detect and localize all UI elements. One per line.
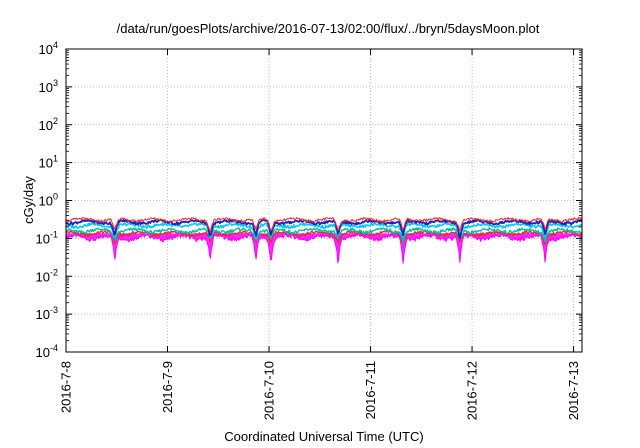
series-line bbox=[65, 233, 583, 264]
y-tick-label: 10-1 bbox=[36, 229, 58, 246]
series-line bbox=[66, 227, 583, 244]
x-tick-label: 2016-7-10 bbox=[262, 361, 277, 420]
y-tick-label: 101 bbox=[39, 154, 58, 171]
series-layer bbox=[65, 216, 583, 264]
series-fill bbox=[66, 233, 582, 264]
x-tick-label: 2016-7-12 bbox=[465, 361, 480, 420]
series-line bbox=[65, 230, 583, 246]
y-tick-label: 10-2 bbox=[36, 267, 58, 284]
x-tick-label: 2016-7-13 bbox=[566, 361, 581, 420]
x-axis-label: Coordinated Universal Time (UTC) bbox=[224, 429, 423, 444]
y-tick-label: 104 bbox=[39, 40, 58, 57]
y-tick-label: 102 bbox=[39, 116, 58, 133]
y-tick-label: 10-4 bbox=[36, 343, 58, 360]
x-tick-label: 2016-7-8 bbox=[59, 361, 74, 413]
y-tick-label: 100 bbox=[39, 192, 58, 209]
x-tick-label: 2016-7-9 bbox=[160, 361, 175, 413]
series-line bbox=[65, 222, 583, 239]
x-axis: 2016-7-8 2016-7-9 2016-7-10 2016-7-11 2016-7… bbox=[59, 49, 581, 420]
chart-title: /data/run/goesPlots/archive/2016-07-13/0… bbox=[117, 21, 540, 36]
y-tick-label: 103 bbox=[39, 78, 58, 95]
grid bbox=[66, 49, 582, 352]
x-tick-label: 2016-7-11 bbox=[363, 361, 378, 419]
y-axis: 10-4 10-3 10-2 10-1 100 101 102 103 104 bbox=[36, 40, 582, 360]
y-axis-label: cGy/day bbox=[21, 176, 36, 224]
series-line bbox=[65, 216, 583, 232]
y-tick-label: 10-3 bbox=[36, 305, 58, 322]
series-line bbox=[65, 218, 583, 240]
